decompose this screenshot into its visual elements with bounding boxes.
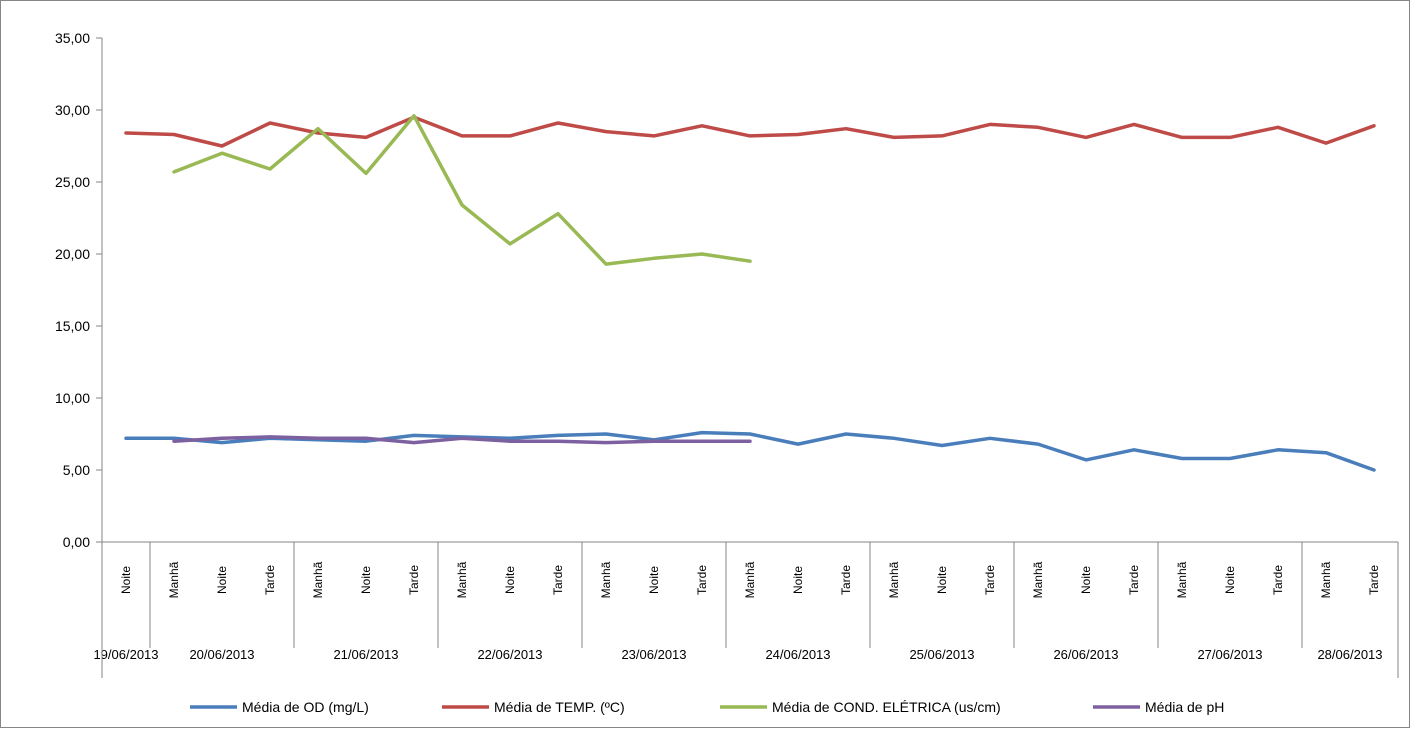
x-date-group-label: 27/06/2013: [1197, 647, 1262, 662]
x-category-label: Manhã: [167, 561, 181, 598]
x-category-label: Manhã: [311, 561, 325, 598]
x-date-group-label: 24/06/2013: [765, 647, 830, 662]
x-category-label: Tarde: [407, 565, 421, 595]
legend-label-3: Média de COND. ELÉTRICA (us/cm): [772, 699, 1001, 715]
y-tick-label: 5,00: [63, 462, 90, 478]
x-date-group-label: 26/06/2013: [1053, 647, 1118, 662]
x-date-group-label: 28/06/2013: [1317, 647, 1382, 662]
y-tick-label: 20,00: [55, 246, 90, 262]
series-line-3: [172, 114, 752, 266]
series-lines: [124, 114, 1376, 472]
x-category-label: Manhã: [1175, 561, 1189, 598]
y-tick-label: 30,00: [55, 102, 90, 118]
x-category-label: Noite: [791, 566, 805, 594]
x-category-label: Tarde: [1367, 565, 1381, 595]
x-category-label: Noite: [1079, 566, 1093, 594]
x-category-label: Tarde: [263, 565, 277, 595]
x-date-group-label: 20/06/2013: [189, 647, 254, 662]
x-category-label: Tarde: [695, 565, 709, 595]
x-category-label: Manhã: [1319, 561, 1333, 598]
series-line-1: [124, 430, 1376, 472]
x-category-label: Noite: [215, 566, 229, 594]
y-tick-label: 25,00: [55, 174, 90, 190]
x-category-label: Manhã: [455, 561, 469, 598]
x-date-group-label: 19/06/2013: [93, 647, 158, 662]
series-line-2: [124, 115, 1376, 148]
x-category-label: Noite: [359, 566, 373, 594]
x-category-label: Tarde: [551, 565, 565, 595]
y-tick-label: 0,00: [63, 534, 90, 550]
x-category-label: Noite: [647, 566, 661, 594]
x-category-label: Tarde: [839, 565, 853, 595]
x-date-group-label: 23/06/2013: [621, 647, 686, 662]
axes: 0,00 5,00 10,00 15,00 20,00 25,00 30,00 35,00 No…: [55, 30, 1399, 678]
x-category-label: Noite: [1223, 566, 1237, 594]
x-category-label: Manhã: [1031, 561, 1045, 598]
y-tick-label: 15,00: [55, 318, 90, 334]
y-tick-label: 35,00: [55, 30, 90, 46]
legend-label-2: Média de TEMP. (ºC): [494, 699, 625, 715]
x-category-label: Manhã: [887, 561, 901, 598]
legend-label-1: Média de OD (mg/L): [242, 699, 369, 715]
x-category-label: Tarde: [983, 565, 997, 595]
x-date-group-label: 22/06/2013: [477, 647, 542, 662]
legend-label-4: Média de pH: [1145, 699, 1224, 715]
x-category-label: Tarde: [1271, 565, 1285, 595]
x-category-label: Tarde: [1127, 565, 1141, 595]
x-category-label: Noite: [119, 566, 133, 594]
x-category-label: Manhã: [599, 561, 613, 598]
x-category-label: Noite: [935, 566, 949, 594]
legend: Média de OD (mg/L) Média de TEMP. (ºC) Méd…: [190, 699, 1224, 715]
x-category-label: Noite: [503, 566, 517, 594]
y-tick-label: 10,00: [55, 390, 90, 406]
series-line-4: [172, 435, 752, 445]
x-date-group-label: 25/06/2013: [909, 647, 974, 662]
x-category-label: Manhã: [743, 561, 757, 598]
x-date-group-label: 21/06/2013: [333, 647, 398, 662]
